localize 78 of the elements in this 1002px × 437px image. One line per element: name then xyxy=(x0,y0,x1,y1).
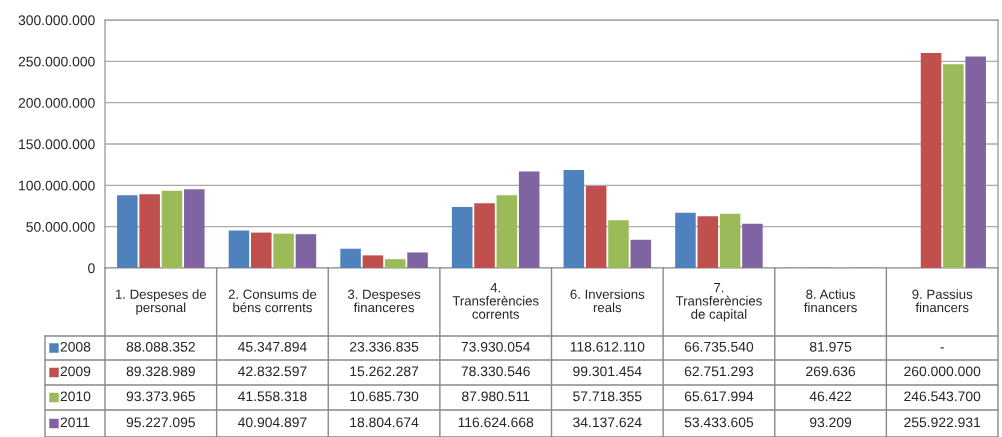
y-tick-label: 100.000.000 xyxy=(19,180,95,191)
y-tick-label: 50.000.000 xyxy=(26,222,95,232)
bar xyxy=(585,185,607,268)
bar xyxy=(719,213,741,268)
y-tick-label: 300.000.000 xyxy=(18,15,95,26)
data-label: 81.975 xyxy=(809,341,852,352)
x-tick-label: 7. Transferències de capital xyxy=(675,283,762,322)
data-label: 260.000.000 xyxy=(904,366,981,377)
y-tick-label: 0 xyxy=(88,263,95,274)
legend-label: 2008 xyxy=(60,341,91,352)
bar xyxy=(943,64,964,268)
data-label: 87.980.511 xyxy=(462,391,530,402)
bar xyxy=(563,169,585,268)
x-tick-label: 9. Passius financers xyxy=(912,289,973,313)
x-tick-label: 1. Despeses de personal xyxy=(115,289,207,315)
data-label: 118.612.110 xyxy=(570,341,645,352)
bar xyxy=(474,203,495,268)
data-label: 116.624.668 xyxy=(458,417,534,428)
data-label: 34.137.624 xyxy=(573,417,642,428)
data-label: 89.328.989 xyxy=(126,366,195,377)
bar xyxy=(742,223,763,268)
legend-label: 2011 xyxy=(60,417,90,428)
data-label: 246.543.700 xyxy=(904,391,981,402)
bar xyxy=(608,220,629,268)
x-tick-label: 3. Despeses financeres xyxy=(347,289,421,313)
data-label: 99.301.454 xyxy=(573,366,642,377)
data-label: 95.227.095 xyxy=(126,417,195,428)
text: - xyxy=(940,347,944,349)
data-label: 78.330.546 xyxy=(461,366,530,377)
bar xyxy=(697,216,719,268)
bar xyxy=(518,171,540,268)
legend-label: 2010 xyxy=(60,391,91,402)
data-label: 62.751.293 xyxy=(684,366,754,377)
y-tick-label: 200.000.000 xyxy=(18,98,95,108)
x-tick-label: 6. Inversions reals xyxy=(570,289,645,313)
bar xyxy=(228,230,250,268)
data-label: 42.832.597 xyxy=(238,366,307,377)
bar xyxy=(496,195,518,268)
bar xyxy=(362,255,384,268)
bar xyxy=(161,190,183,268)
y-tick-label: 150.000.000 xyxy=(19,139,95,150)
x-tick-label: 2. Consums de béns corrents xyxy=(228,289,317,313)
bar xyxy=(117,195,138,268)
data-label: 15.262.287 xyxy=(350,366,419,377)
bar xyxy=(273,233,294,268)
data-label: 269.636 xyxy=(806,366,856,377)
data-label: 10.685.730 xyxy=(350,391,419,402)
y-tick-label: 250.000.000 xyxy=(18,56,95,67)
bar xyxy=(139,194,160,268)
legend-label: 2009 xyxy=(60,366,91,377)
data-label: 53.433.605 xyxy=(684,417,754,428)
data-label: 57.718.355 xyxy=(573,391,642,402)
bar xyxy=(920,53,942,268)
bar xyxy=(384,259,406,268)
data-label: 88.088.352 xyxy=(126,341,195,352)
bar xyxy=(295,234,317,268)
data-label: 65.617.994 xyxy=(684,391,754,402)
bar xyxy=(407,252,428,268)
data-label: 255.922.931 xyxy=(904,417,981,428)
bar xyxy=(251,232,272,268)
data-label: 46.422 xyxy=(809,391,852,402)
data-label: 73.930.054 xyxy=(461,341,531,352)
bar xyxy=(965,56,986,268)
bar xyxy=(451,206,473,268)
data-label: 41.558.318 xyxy=(238,391,307,402)
bar xyxy=(630,239,652,268)
bar xyxy=(340,248,361,268)
x-tick-label: 4. Transferències corrents xyxy=(452,283,539,319)
data-label: 45.347.894 xyxy=(238,341,307,352)
bar xyxy=(675,212,696,268)
data-label: 66.735.540 xyxy=(684,341,754,352)
data-label: 40.904.897 xyxy=(238,417,307,428)
data-label: 93.373.965 xyxy=(126,391,195,402)
bar xyxy=(184,189,205,268)
data-label: 93.209 xyxy=(809,417,852,428)
data-label: 23.336.835 xyxy=(350,341,419,352)
x-tick-label: 8. Actius financers xyxy=(803,289,857,313)
data-label: 18.804.674 xyxy=(350,417,419,428)
